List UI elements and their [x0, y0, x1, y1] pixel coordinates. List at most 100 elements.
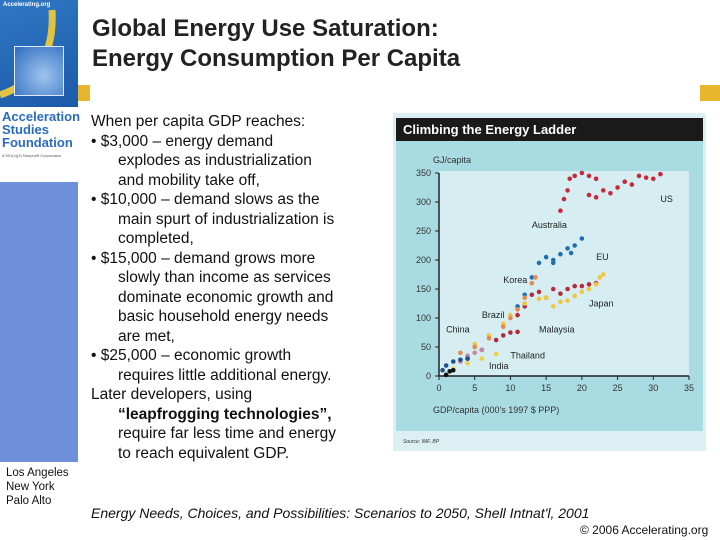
- data-point-korea: [533, 275, 538, 280]
- city: Los Angeles: [6, 467, 69, 479]
- x-tick-label: 25: [613, 383, 623, 393]
- later-text: Later developers, using: [91, 386, 253, 403]
- data-point-eu: [586, 282, 592, 287]
- data-point-korea: [500, 324, 506, 329]
- data-point-china: [450, 359, 456, 364]
- data-point-us: [593, 176, 599, 182]
- data-point-brazil: [472, 350, 478, 356]
- data-point-australia: [536, 260, 542, 266]
- data-point-eu: [536, 289, 542, 295]
- series-label-australia: Australia: [532, 220, 567, 230]
- series-label-us: US: [660, 194, 673, 204]
- data-point-us: [600, 188, 606, 193]
- data-point-eu: [558, 291, 563, 296]
- series-label-korea: Korea: [503, 275, 527, 285]
- y-axis-label: GJ/capita: [433, 155, 471, 165]
- data-point-thailand: [493, 351, 499, 357]
- data-point-eu: [515, 312, 520, 318]
- data-point-malaysia: [500, 333, 506, 338]
- data-point-japan: [522, 301, 528, 306]
- logo-square: [14, 46, 64, 96]
- bullet-line: requires little additional energy.: [118, 366, 332, 384]
- data-point-us: [565, 188, 570, 193]
- data-point-australia: [568, 250, 574, 256]
- x-tick-label: 0: [436, 383, 441, 393]
- foundation-logo: Accelerating.org: [0, 0, 78, 107]
- data-point-japan: [579, 289, 585, 295]
- bullet-item: • $15,000 – demand grows more: [91, 249, 316, 267]
- data-point-japan: [600, 272, 606, 277]
- data-point-japan: [586, 286, 592, 292]
- slide-title: Global Energy Use Saturation: Energy Con…: [92, 14, 460, 74]
- data-point-malaysia: [493, 337, 499, 343]
- y-tick-label: 350: [416, 168, 431, 178]
- data-point-us: [622, 179, 628, 184]
- bullet-line: are met,: [118, 327, 175, 345]
- data-point-us: [579, 170, 585, 176]
- data-point-australia: [572, 243, 578, 248]
- copyright: © 2006 Accelerating.org: [580, 523, 709, 537]
- data-point-us: [615, 185, 620, 190]
- citation: Energy Needs, Choices, and Possibilities…: [91, 505, 590, 521]
- org-name-line: Studies: [2, 122, 49, 137]
- data-point-korea: [515, 307, 520, 312]
- data-point-us: [586, 192, 592, 198]
- data-point-korea: [529, 280, 535, 286]
- series-label-brazil: Brazil: [482, 310, 505, 320]
- x-tick-label: 30: [648, 383, 658, 393]
- data-point-us: [629, 182, 635, 187]
- sidebar-stripe: [0, 182, 78, 462]
- data-point-india: [450, 367, 456, 373]
- energy-ladder-chart: Climbing the Energy Ladder GJ/capita GDP/c…: [393, 113, 706, 451]
- series-label-china: China: [446, 325, 470, 335]
- later-line: to reach equivalent GDP.: [118, 444, 290, 462]
- data-point-australia: [529, 275, 535, 280]
- org-name-line: Foundation: [2, 135, 73, 150]
- city: Palo Alto: [6, 495, 52, 507]
- data-point-korea: [472, 344, 478, 350]
- bullet-line: dominate economic growth and: [118, 288, 334, 306]
- title-line: Global Energy Use Saturation:: [92, 15, 439, 42]
- data-point-us: [586, 173, 592, 179]
- data-point-japan: [597, 275, 603, 280]
- data-point-korea: [486, 336, 492, 341]
- data-point-us: [643, 175, 649, 180]
- data-point-china: [458, 357, 463, 363]
- city: New York: [6, 481, 55, 493]
- bullet-line: explodes as industrialization: [118, 152, 312, 169]
- x-tick-label: 15: [541, 383, 551, 393]
- bullet-line: slowly than income as services: [118, 269, 331, 286]
- org-name: Acceleration Studies Foundation A 501(c)…: [2, 110, 82, 162]
- data-point-us: [636, 173, 642, 179]
- bullet-item: • $25,000 – economic growth: [91, 347, 292, 364]
- leapfrog-text: “leapfrogging technologies”,: [118, 405, 332, 423]
- data-point-india: [447, 369, 453, 374]
- data-point-malaysia: [508, 330, 513, 335]
- data-point-japan: [565, 298, 570, 303]
- bullet-line: completed,: [118, 230, 194, 247]
- bullet-line: and mobility take off,: [118, 171, 260, 189]
- data-point-china: [443, 363, 449, 368]
- data-point-australia: [543, 254, 549, 260]
- bullet-item: • $3,000 – energy demand: [91, 132, 274, 150]
- title-line: Energy Consumption Per Capita: [92, 45, 461, 72]
- data-point-us: [593, 195, 599, 200]
- data-point-china: [465, 356, 470, 361]
- data-point-us: [558, 208, 563, 213]
- bullet-line: main spurt of industrialization is: [118, 210, 335, 228]
- x-tick-label: 35: [684, 383, 694, 393]
- data-point-eu: [529, 292, 535, 298]
- chart-title-bar: [396, 118, 703, 141]
- data-point-brazil: [479, 347, 485, 353]
- data-point-eu: [572, 283, 578, 289]
- data-point-japan: [536, 296, 542, 302]
- series-label-thailand: Thailand: [510, 351, 545, 361]
- x-tick-label: 20: [577, 383, 587, 393]
- data-point-india: [443, 372, 449, 378]
- data-point-australia: [565, 246, 570, 251]
- plot-area: [439, 171, 689, 376]
- data-point-australia: [558, 251, 563, 257]
- data-point-australia: [550, 260, 556, 266]
- chart-title: Climbing the Energy Ladder: [403, 122, 576, 137]
- org-name-line: Acceleration: [2, 109, 81, 124]
